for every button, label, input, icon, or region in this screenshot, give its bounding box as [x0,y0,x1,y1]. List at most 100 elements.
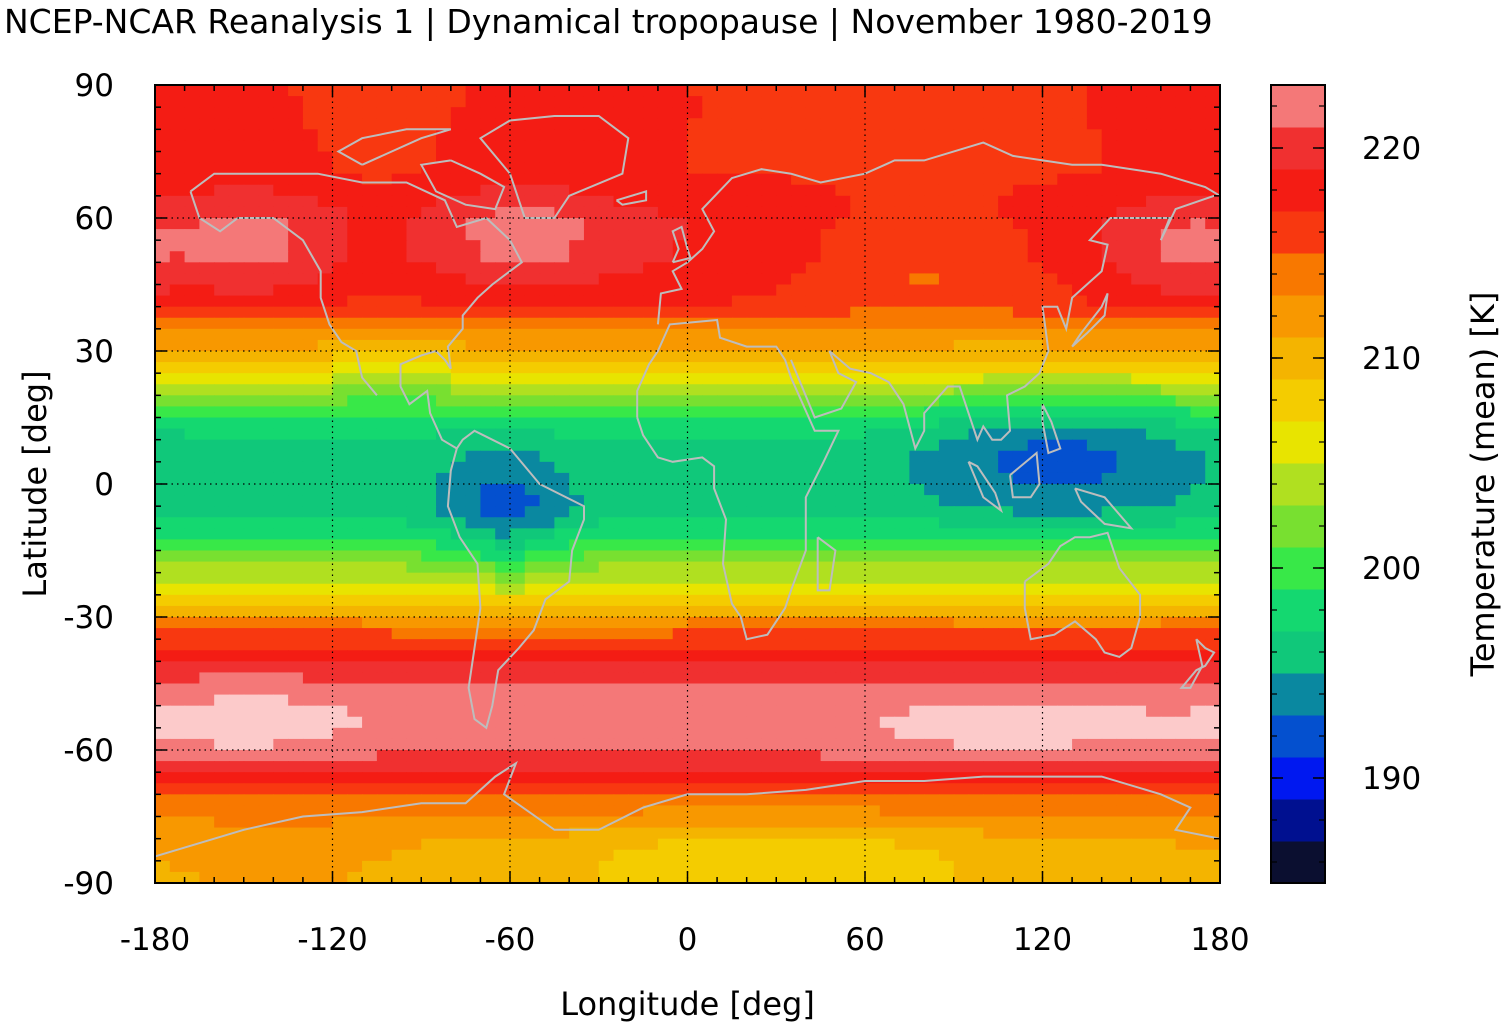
heatmap-cell [1146,761,1162,773]
heatmap-cell [450,173,467,186]
heatmap-cell [598,761,615,773]
heatmap-cell [1160,417,1177,430]
heatmap-cell [613,705,629,718]
heatmap-cell [938,539,955,552]
heatmap-cell [983,727,999,740]
heatmap-cell [450,184,467,197]
heatmap-cell [1101,339,1118,352]
heatmap-cell [155,716,171,729]
heatmap-cell [1027,184,1044,197]
heatmap-cell [835,251,851,263]
heatmap-cell [968,351,984,363]
heatmap-cell [569,650,585,662]
heatmap-cell [510,827,526,840]
heatmap-cell [1175,317,1192,330]
heatmap-cell [391,118,408,130]
heatmap-cell [983,528,999,541]
heatmap-cell [761,96,777,108]
heatmap-cell [1101,317,1118,330]
heatmap-cell [628,761,644,773]
heatmap-cell [228,805,245,818]
heatmap-cell [938,661,955,674]
heatmap-cell [1042,650,1058,662]
heatmap-cell [731,661,748,674]
heatmap-cell [998,605,1014,618]
heatmap-cell [155,805,171,818]
heatmap-cell [155,339,171,352]
heatmap-cell [1160,495,1177,507]
heatmap-cell [820,262,837,275]
heatmap-cell [776,672,792,685]
heatmap-cell [998,539,1014,552]
heatmap-cell [450,550,467,563]
heatmap-cell [495,628,511,640]
heatmap-cell [938,472,955,485]
heatmap-cell [362,140,378,153]
heatmap-cell [850,805,866,818]
heatmap-cell [1205,617,1221,629]
heatmap-cell [953,417,970,430]
heatmap-cell [687,140,703,153]
heatmap-cell [273,605,289,618]
heatmap-cell [155,284,171,297]
heatmap-cell [583,772,600,784]
heatmap-cell [820,184,837,197]
heatmap-cell [613,805,629,818]
heatmap-cell [687,351,703,363]
heatmap-cell [1042,251,1058,263]
heatmap-cell [643,461,659,474]
heatmap-cell [643,195,659,208]
heatmap-cell [1146,683,1162,696]
heatmap-cell [199,439,215,452]
heatmap-cell [465,251,482,263]
heatmap-cell [1116,694,1132,707]
heatmap-cell [155,295,171,308]
heatmap-cell [1057,506,1073,518]
heatmap-cell [406,85,422,97]
heatmap-cell [1072,628,1088,640]
heatmap-cell [524,727,541,740]
heatmap-cell [791,184,807,197]
heatmap-cell [1012,273,1029,286]
heatmap-cell [332,517,348,529]
heatmap-cell [436,262,452,275]
heatmap-cell [347,484,363,496]
heatmap-cell [199,761,215,773]
heatmap-cell [998,628,1014,640]
heatmap-cell [288,805,304,818]
heatmap-cell [865,85,881,97]
heatmap-cell [495,417,511,430]
heatmap-cell [672,761,689,773]
heatmap-cell [702,761,718,773]
heatmap-cell [302,495,319,507]
heatmap-cell [436,517,452,529]
heatmap-cell [805,683,822,696]
heatmap-cell [672,727,689,740]
heatmap-cell [362,229,378,241]
heatmap-cell [1131,240,1147,252]
heatmap-cell [1146,750,1162,762]
heatmap-cell [214,772,230,784]
heatmap-cell [510,772,526,784]
heatmap-cell [731,85,748,97]
heatmap-cell [643,605,659,618]
heatmap-cell [524,472,541,485]
heatmap-cell [569,683,585,696]
heatmap-cell [1190,218,1206,230]
heatmap-cell [1175,561,1192,574]
heatmap-cell [672,439,689,452]
heatmap-cell [362,672,378,685]
heatmap-cell [421,317,437,330]
heatmap-cell [761,761,777,773]
heatmap-cell [495,428,511,441]
heatmap-cell [510,639,526,651]
heatmap-cell [1175,761,1192,773]
heatmap-cell [1116,173,1132,186]
heatmap-cell [1101,129,1118,142]
heatmap-cell [243,561,260,574]
heatmap-cell [761,650,777,662]
heatmap-cell [554,140,570,153]
heatmap-cell [598,439,615,452]
heatmap-cell [1160,672,1177,685]
heatmap-cell [362,539,378,552]
